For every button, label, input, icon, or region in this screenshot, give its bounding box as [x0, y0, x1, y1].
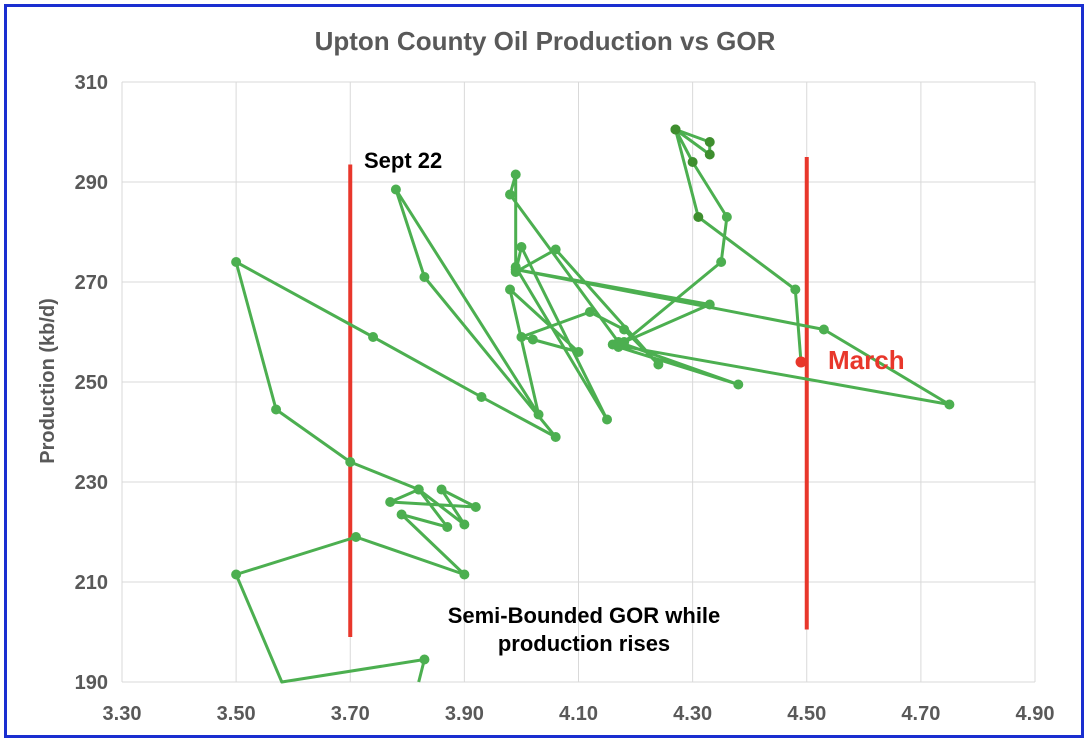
- y-tick-label: 290: [75, 172, 108, 194]
- y-tick-label: 270: [75, 272, 108, 294]
- chart-frame: [4, 4, 1084, 738]
- data-point: [350, 532, 361, 542]
- data-point: [607, 339, 618, 350]
- data-point: [419, 654, 430, 665]
- data-point: [602, 414, 613, 425]
- data-point: [505, 284, 516, 295]
- annotation-march: March: [828, 345, 905, 375]
- x-tick-label: 4.90: [1016, 703, 1055, 725]
- x-tick-label: 4.10: [559, 703, 598, 725]
- annotation-sept-22: Sept 22: [364, 148, 442, 173]
- grid: [121, 81, 1036, 683]
- x-tick-label: 3.70: [331, 703, 370, 725]
- data-point: [271, 404, 282, 415]
- data-point: [733, 379, 744, 390]
- data-point: [345, 457, 356, 467]
- data-point: [413, 484, 424, 495]
- chart-title: Upton County Oil Production vs GOR: [315, 26, 776, 56]
- series-points: [231, 124, 955, 665]
- y-tick-label: 310: [75, 72, 108, 94]
- y-axis-label: Production (kb/d): [37, 298, 59, 464]
- y-tick-label: 190: [75, 672, 108, 694]
- data-point: [419, 272, 430, 282]
- series-line: [234, 128, 951, 684]
- data-point: [231, 257, 242, 267]
- data-point: [368, 332, 379, 342]
- data-point: [704, 299, 715, 310]
- x-tick-label: 3.50: [217, 703, 256, 725]
- data-point: [516, 242, 527, 252]
- series-path: [234, 128, 951, 684]
- y-tick-label: 230: [75, 472, 108, 494]
- data-point: [687, 157, 698, 167]
- x-tick-label: 4.50: [787, 703, 826, 725]
- data-point: [619, 337, 630, 347]
- data-point: [470, 502, 481, 512]
- data-point: [385, 497, 396, 507]
- data-point: [790, 284, 801, 295]
- x-tick-label: 4.30: [673, 703, 712, 725]
- data-point: [505, 189, 516, 200]
- data-point: [818, 324, 829, 335]
- data-point: [550, 244, 561, 255]
- data-point: [396, 509, 407, 520]
- data-point: [510, 264, 521, 275]
- vertical-markers: [348, 157, 809, 637]
- data-point: [721, 212, 732, 222]
- y-tick-label: 210: [75, 572, 108, 594]
- data-point: [510, 169, 521, 180]
- data-point: [442, 522, 453, 532]
- data-point: [459, 569, 470, 580]
- data-point: [704, 149, 715, 160]
- data-point: [527, 334, 538, 345]
- data-point: [573, 347, 584, 357]
- data-point: [533, 409, 544, 420]
- data-point: [584, 307, 595, 317]
- data-point: [516, 332, 527, 342]
- annotation-semi-bounded-line2: production rises: [498, 631, 670, 656]
- data-point: [693, 212, 704, 222]
- data-point: [550, 432, 561, 442]
- data-point: [436, 484, 447, 495]
- data-point: [459, 519, 470, 530]
- data-point: [716, 257, 727, 267]
- data-point: [653, 359, 664, 370]
- data-point: [704, 137, 715, 147]
- data-point: [670, 124, 681, 135]
- data-point: [476, 392, 487, 402]
- annotation-semi-bounded-line1: Semi-Bounded GOR while: [448, 603, 721, 628]
- highlight-point: [795, 356, 807, 368]
- y-tick-labels: 190 210 230 250 270 290 310: [75, 72, 108, 694]
- data-point: [390, 184, 401, 195]
- data-point: [619, 324, 630, 335]
- data-point: [944, 399, 955, 410]
- data-point: [231, 569, 242, 580]
- y-tick-label: 250: [75, 372, 108, 394]
- x-tick-labels: 3.30 3.50 3.70 3.90 4.10 4.30 4.50 4.70 4.90: [103, 703, 1055, 725]
- x-tick-label: 4.70: [901, 703, 940, 725]
- x-tick-label: 3.90: [445, 703, 484, 725]
- x-tick-label: 3.30: [103, 703, 142, 725]
